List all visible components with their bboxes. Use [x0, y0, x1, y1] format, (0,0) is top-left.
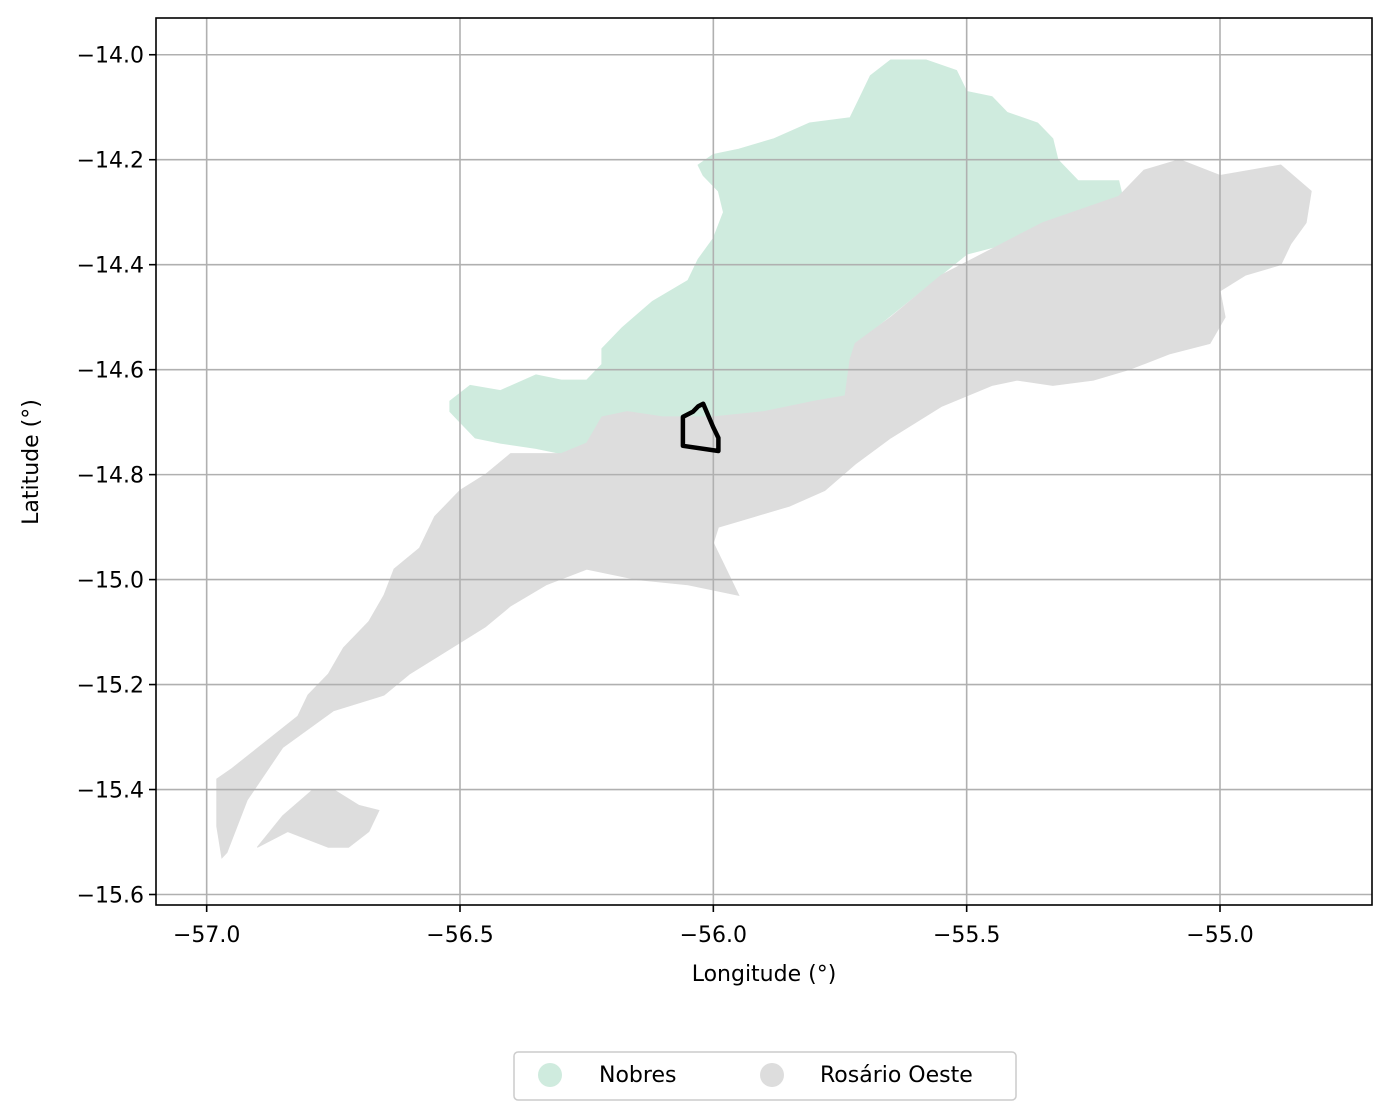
y-tick-label: −14.4 [77, 254, 144, 279]
y-tick-label: −15.0 [77, 569, 144, 594]
x-tick-label: −56.5 [426, 923, 493, 948]
region-rosario-oeste-part-1 [216, 159, 1312, 859]
grid-layer [156, 18, 1372, 905]
boundary-outline [680, 401, 721, 454]
y-tick-label: −15.4 [77, 779, 144, 804]
legend-marker-nobres [538, 1063, 562, 1087]
legend: Nobres Rosário Oeste [513, 1051, 1017, 1101]
x-axis: −57.0 −56.5 −56.0 −55.5 −55.0 [173, 905, 1254, 948]
legend-label-nobres: Nobres [599, 1063, 676, 1088]
y-axis: −14.0 −14.2 −14.4 −14.6 −14.8 −15.0 −15.2 −15.4… [77, 44, 156, 909]
y-tick-label: −15.6 [77, 884, 144, 909]
legend-label-rosario-oeste: Rosário Oeste [820, 1063, 973, 1088]
plot-area [155, 17, 1373, 906]
x-tick-label: −55.0 [1186, 923, 1253, 948]
outline-layer [680, 401, 721, 454]
y-tick-label: −14.2 [77, 149, 144, 174]
x-tick-label: −56.0 [680, 923, 747, 948]
y-axis-title: Latitude (°) [19, 399, 44, 525]
regions-layer [216, 59, 1312, 859]
region-rosario-oeste-part-2 [256, 789, 380, 848]
y-tick-label: −15.2 [77, 674, 144, 699]
x-tick-label: −57.0 [173, 923, 240, 948]
y-tick-label: −14.8 [77, 464, 144, 489]
y-tick-label: −14.6 [77, 359, 144, 384]
axes-frame [155, 17, 1373, 906]
y-tick-label: −14.0 [77, 44, 144, 69]
x-axis-title: Longitude (°) [692, 962, 837, 987]
x-tick-label: −55.5 [933, 923, 1000, 948]
legend-marker-rosario-oeste [760, 1063, 784, 1087]
